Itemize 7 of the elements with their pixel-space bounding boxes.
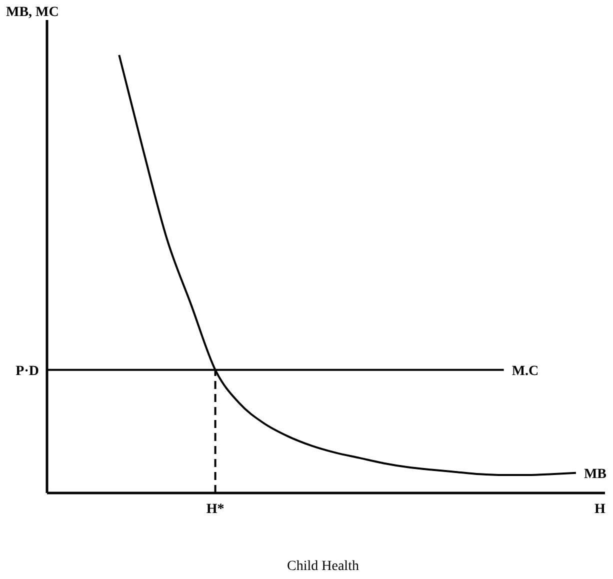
series-label: MB [584, 466, 607, 482]
x-tick-label: H* [206, 502, 224, 517]
series-label: M.C [512, 364, 539, 379]
x-axis-title: Child Health [287, 559, 359, 574]
x-tick-label: H [594, 502, 606, 517]
text: P·D [16, 364, 39, 379]
y-axis-title: MB, MC [6, 5, 59, 20]
